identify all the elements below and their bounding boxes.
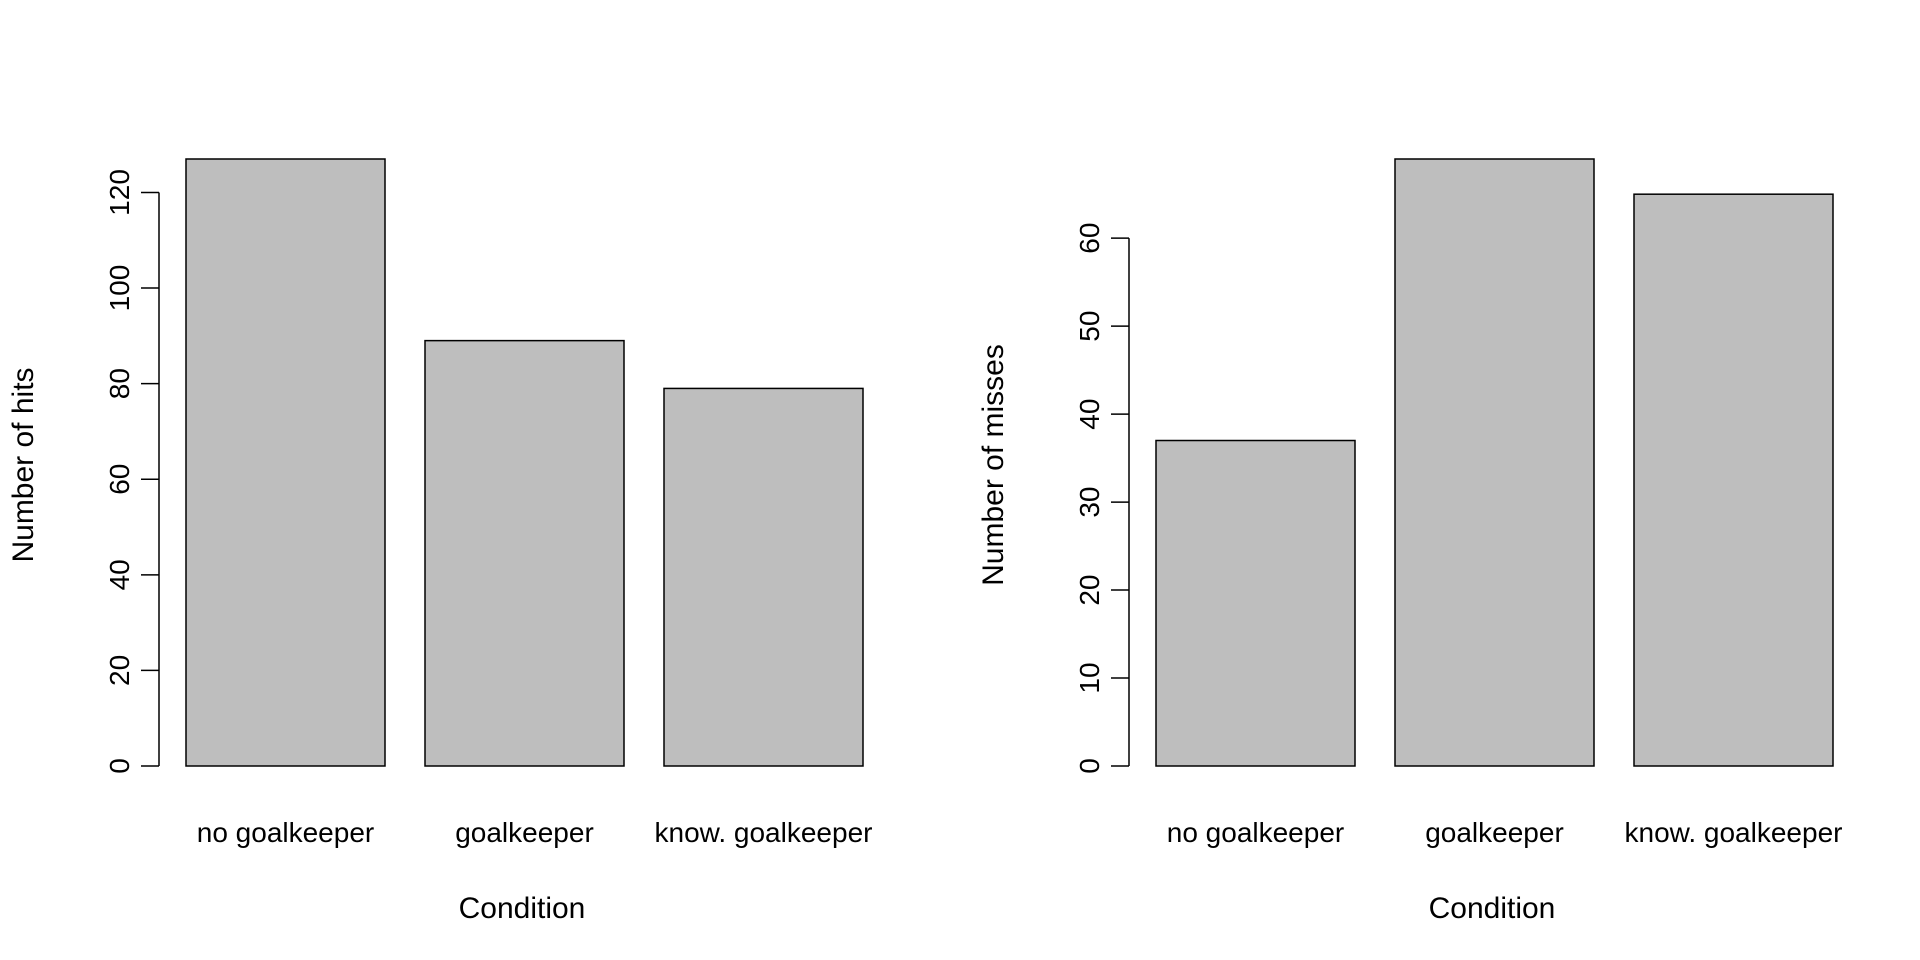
hits-chart-ylabel: Number of hits <box>7 367 40 562</box>
misses-chart-y-axis: 0 10 20 30 40 50 60 <box>1074 223 1130 774</box>
misses-chart-bar-2 <box>1633 193 1834 767</box>
misses-chart-xlabel: Condition <box>1429 892 1556 925</box>
misses-chart-bar-0 <box>1155 439 1356 767</box>
misses-chart-y-tick-label: 10 <box>1074 662 1105 693</box>
hits-chart-bar-1 <box>424 339 625 767</box>
misses-chart-x-categories: no goalkeeper goalkeeper know. goalkeeper <box>1167 817 1843 848</box>
hits-chart-panel: Number of hits Condition 0 20 40 60 80 100 120… <box>7 158 873 925</box>
hits-chart-y-tick-label: 120 <box>104 169 135 216</box>
hits-chart-y-axis: 0 20 40 60 80 100 120 <box>104 169 160 774</box>
hits-chart-y-tick-label: 0 <box>104 758 135 774</box>
misses-chart-bar-1 <box>1394 158 1595 767</box>
misses-chart-panel: Number of misses Condition 0 10 20 30 40 50 60… <box>977 158 1843 925</box>
misses-chart-y-tick-label: 60 <box>1074 223 1105 254</box>
misses-chart-category-label: know. goalkeeper <box>1625 817 1843 848</box>
misses-chart-y-tick-label: 50 <box>1074 311 1105 342</box>
hits-chart-y-tick-label: 40 <box>104 559 135 590</box>
misses-chart-ylabel: Number of misses <box>977 344 1010 586</box>
hits-chart-x-categories: no goalkeeper goalkeeper know. goalkeeper <box>197 817 873 848</box>
misses-chart-y-tick-label: 20 <box>1074 574 1105 605</box>
hits-chart-category-label: no goalkeeper <box>197 817 374 848</box>
hits-chart-category-label: know. goalkeeper <box>655 817 873 848</box>
hits-chart-y-tick-label: 60 <box>104 464 135 495</box>
hits-chart-category-label: goalkeeper <box>455 817 594 848</box>
hits-chart-xlabel: Condition <box>459 892 586 925</box>
misses-chart-y-tick-label: 0 <box>1074 758 1105 774</box>
hits-chart-bar-0 <box>185 158 386 767</box>
hits-chart-y-tick-label: 100 <box>104 265 135 312</box>
hits-chart-y-tick-label: 20 <box>104 655 135 686</box>
hits-chart-bars <box>185 158 864 767</box>
hits-chart-bar-2 <box>663 387 864 767</box>
hits-chart-y-tick-label: 80 <box>104 368 135 399</box>
misses-chart-bars <box>1155 158 1834 767</box>
misses-chart-y-tick-label: 40 <box>1074 399 1105 430</box>
misses-chart-category-label: goalkeeper <box>1425 817 1564 848</box>
misses-chart-category-label: no goalkeeper <box>1167 817 1344 848</box>
misses-chart-y-tick-label: 30 <box>1074 487 1105 518</box>
